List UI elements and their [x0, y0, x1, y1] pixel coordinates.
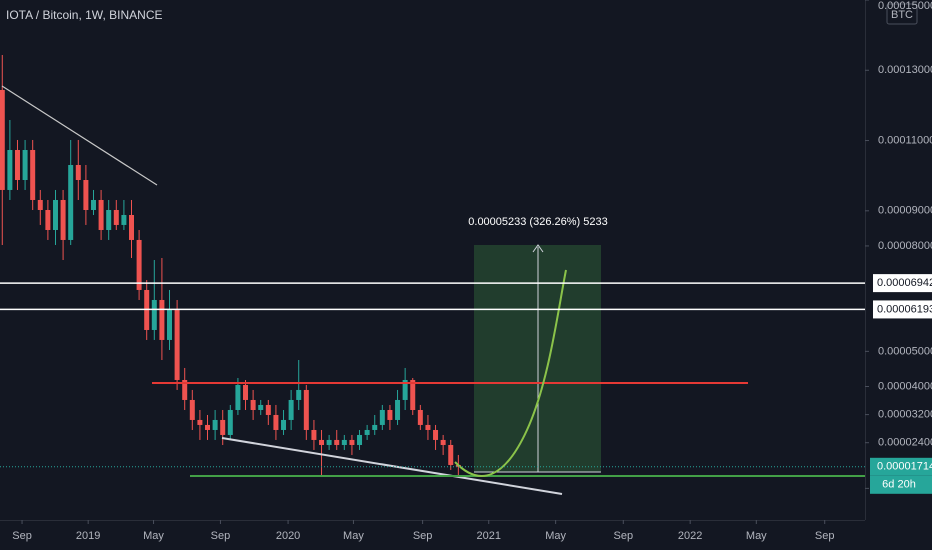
candle-body: [182, 379, 188, 400]
x-tick-label: 2020: [276, 530, 300, 542]
arrow-head: [532, 244, 544, 253]
candle-body: [136, 239, 142, 290]
candle-body: [98, 199, 104, 230]
candle-body: [448, 444, 454, 465]
candle-body: [387, 409, 393, 420]
candle-body: [410, 379, 416, 410]
candle-body: [37, 199, 43, 211]
projection-curve: [454, 269, 567, 477]
candle-body: [402, 379, 408, 400]
x-tick-label: May: [545, 530, 566, 542]
candle-body: [265, 404, 271, 415]
x-tick-label: May: [746, 530, 767, 542]
candle-body: [205, 424, 211, 430]
candle-body: [14, 149, 20, 180]
candle-body: [334, 439, 340, 445]
candle-body: [417, 409, 423, 425]
trend-line: [1, 85, 158, 186]
candle-body: [197, 419, 203, 425]
candle-body: [311, 429, 317, 440]
candle-body: [273, 414, 279, 430]
candle-body: [45, 210, 51, 230]
support-trend-line: [221, 437, 563, 495]
candle-body: [235, 384, 241, 410]
countdown-box: [870, 475, 932, 494]
x-tick-label: Sep: [613, 530, 633, 542]
price-label: 0.00006942: [877, 277, 932, 289]
candle-body: [319, 439, 325, 445]
candle-body: [83, 179, 89, 211]
last-price-box: [870, 457, 932, 476]
candle-body: [52, 199, 58, 230]
candle-body: [167, 309, 173, 340]
candle-body: [364, 429, 370, 435]
candle-body: [113, 210, 119, 225]
candle-body: [159, 299, 165, 340]
candle-body: [281, 419, 287, 430]
y-tick-label: 0.00004000: [878, 380, 932, 392]
y-tick-label: 0.00003200: [878, 409, 932, 421]
candle-body: [440, 439, 446, 445]
candle-body: [296, 389, 302, 400]
candle-body: [212, 419, 218, 430]
price-label: 0.00006193: [877, 303, 932, 315]
candle-body: [341, 439, 347, 445]
candle-body: [30, 149, 36, 200]
candle-body: [395, 399, 401, 420]
candle-body: [425, 424, 431, 430]
x-tick-label: Sep: [413, 530, 433, 542]
x-tick-label: Sep: [815, 530, 835, 542]
y-tick-label: 0.00011000: [878, 134, 932, 146]
candle-body: [326, 439, 332, 445]
candle-body: [258, 404, 264, 410]
candle-body: [22, 149, 28, 180]
candle-body: [372, 424, 378, 430]
chart-title: IOTA / Bitcoin, 1W, BINANCE: [6, 8, 163, 22]
candle-body: [7, 149, 13, 190]
y-tick-label: 0.00009000: [878, 205, 932, 217]
price-label-box: [873, 274, 932, 293]
candle-body: [243, 384, 249, 400]
x-tick-label: 2019: [76, 530, 100, 542]
candle-body: [220, 419, 226, 435]
candle-body: [106, 210, 112, 230]
x-tick-label: May: [343, 530, 364, 542]
x-tick-label: 2021: [477, 530, 501, 542]
countdown-label: 6d 20h: [882, 479, 916, 491]
candle-body: [60, 199, 66, 240]
candle-body: [174, 309, 180, 380]
y-tick-label: 0.00013000: [878, 64, 932, 76]
candle-body: [288, 399, 294, 420]
y-tick-label: 0.00002400: [878, 437, 932, 449]
candle-body: [75, 164, 81, 180]
x-tick-label: 2022: [678, 530, 702, 542]
x-tick-label: Sep: [211, 530, 231, 542]
candle-body: [227, 409, 233, 435]
candle-body: [151, 299, 157, 330]
candle-body: [68, 164, 74, 240]
y-tick-label: 0.00008000: [878, 240, 932, 252]
candle-body: [0, 89, 5, 190]
x-tick-label: May: [143, 530, 164, 542]
candle-body: [433, 429, 439, 440]
candle-body: [121, 214, 127, 225]
y-tick-label: 0.00015000: [878, 0, 932, 12]
position-label: 0.00005233 (326.26%) 5233: [468, 216, 607, 228]
candle-body: [189, 399, 195, 420]
candle-body: [379, 409, 385, 425]
y-tick-label: 0.00005000: [878, 345, 932, 357]
price-label-box: [873, 300, 932, 319]
candle-body: [357, 434, 363, 445]
currency-box[interactable]: [886, 3, 918, 25]
x-tick-label: Sep: [12, 530, 32, 542]
last-price-label: 0.00001714: [877, 461, 932, 473]
candle-body: [250, 399, 256, 410]
candle-body: [303, 389, 309, 430]
candle-body: [90, 199, 96, 211]
currency-label[interactable]: BTC: [891, 9, 913, 21]
candle-body: [128, 214, 134, 240]
candle-body: [349, 439, 355, 445]
